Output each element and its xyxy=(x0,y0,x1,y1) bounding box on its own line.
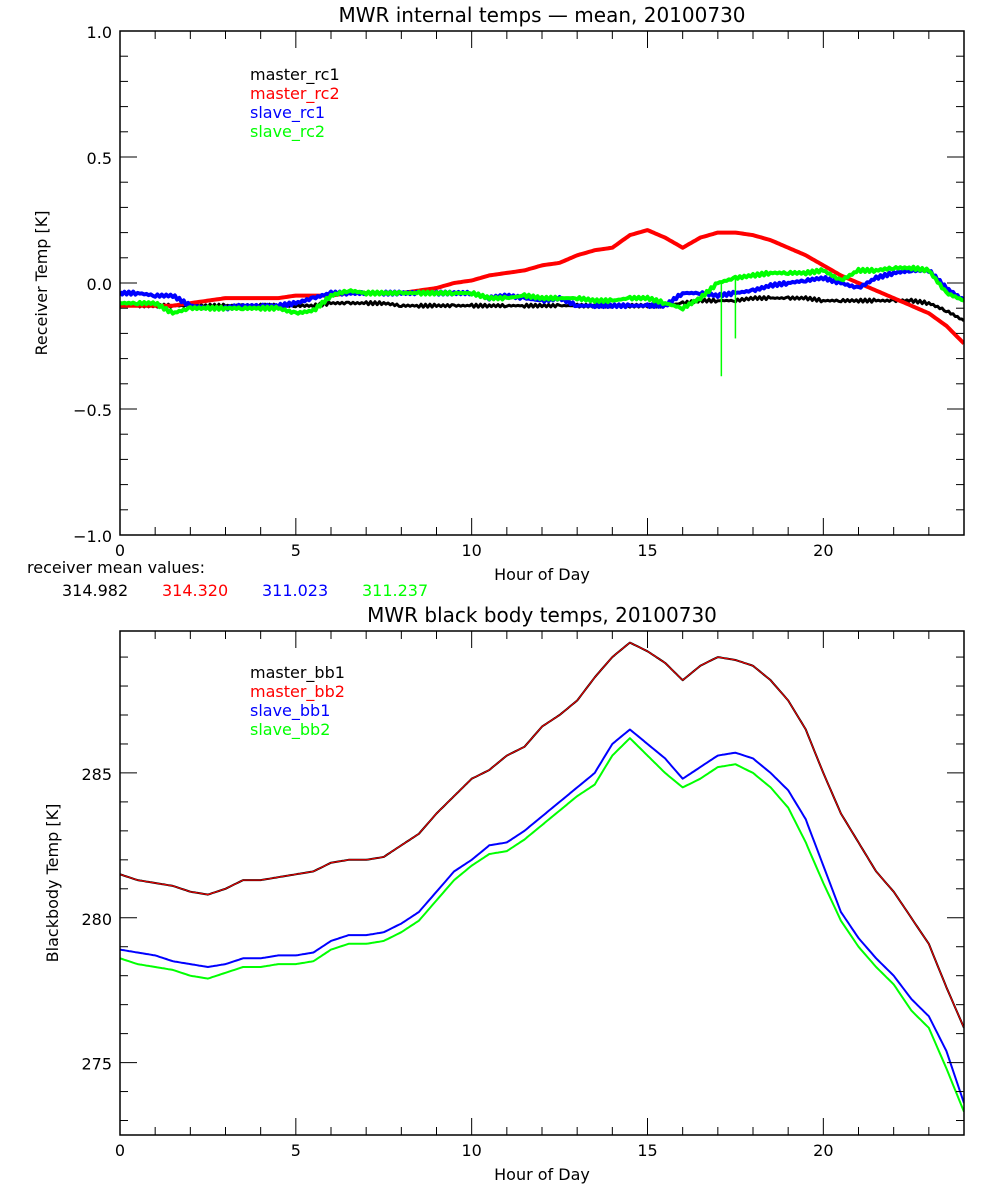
receiver-mean-label: receiver mean values: xyxy=(27,558,205,577)
bottom-legend: master_bb1 master_bb2 slave_bb1 slave_bb… xyxy=(250,663,345,740)
receiver-temps-panel: MWR internal temps — mean, 20100730 mast… xyxy=(27,3,965,600)
top-y-tick-label: −1.0 xyxy=(73,527,112,546)
top-series-line-master-rc2 xyxy=(120,228,964,345)
blackbody-temps-panel: MWR black body temps, 20100730 master_bb… xyxy=(43,603,965,1184)
top-y-axis-label: Receiver Temp [K] xyxy=(32,210,51,355)
top-series-group xyxy=(120,228,964,377)
bottom-x-tick-label: 15 xyxy=(637,1141,657,1160)
legend-entry-master-bb2: master_bb2 xyxy=(250,682,345,702)
bottom-x-axis-label: Hour of Day xyxy=(494,1165,590,1184)
top-x-tick-label: 15 xyxy=(637,541,657,560)
top-y-tick-label: 1.0 xyxy=(87,23,112,42)
top-x-tick-label: 20 xyxy=(813,541,833,560)
legend-entry-master-rc2: master_rc2 xyxy=(250,84,340,104)
legend-entry-slave-bb2: slave_bb2 xyxy=(250,720,330,740)
bottom-axes: 0 5 10 15 20 275 280 285 xyxy=(81,630,965,1160)
bottom-y-tick-label: 275 xyxy=(81,1055,112,1074)
top-x-axis-label: Hour of Day xyxy=(494,565,590,584)
bottom-series-line-slave-bb2 xyxy=(120,737,964,1113)
bottom-chart-title: MWR black body temps, 20100730 xyxy=(367,603,717,627)
receiver-mean-value-slave-rc2: 311.237 xyxy=(362,581,428,600)
top-x-tick-label: 0 xyxy=(115,541,125,560)
bottom-x-tick-label: 0 xyxy=(115,1141,125,1160)
receiver-mean-value-master-rc2: 314.320 xyxy=(162,581,228,600)
bottom-series-group xyxy=(120,641,964,1113)
legend-entry-master-rc1: master_rc1 xyxy=(250,65,340,85)
top-axes: 0 5 10 15 20 −1.0 −0.5 0.0 0.5 1.0 xyxy=(73,23,965,560)
top-legend: master_rc1 master_rc2 slave_rc1 slave_rc… xyxy=(250,65,340,142)
bottom-y-axis-label: Blackbody Temp [K] xyxy=(43,804,62,963)
bottom-x-tick-label: 10 xyxy=(461,1141,481,1160)
bottom-x-tick-label: 20 xyxy=(813,1141,833,1160)
receiver-mean-value-master-rc1: 314.982 xyxy=(62,581,128,600)
bottom-y-tick-label: 285 xyxy=(81,765,112,784)
top-y-tick-label: 0.0 xyxy=(87,275,112,294)
top-y-tick-label: −0.5 xyxy=(73,401,112,420)
top-x-tick-label: 10 xyxy=(461,541,481,560)
legend-entry-slave-rc1: slave_rc1 xyxy=(250,103,325,123)
legend-entry-slave-bb1: slave_bb1 xyxy=(250,701,330,721)
top-x-tick-label: 5 xyxy=(291,541,301,560)
top-y-tick-label: 0.5 xyxy=(87,149,112,168)
bottom-series-line-slave-bb1 xyxy=(120,728,964,1104)
bottom-plot-frame xyxy=(119,630,965,1136)
bottom-y-tick-label: 280 xyxy=(81,910,112,929)
bottom-x-tick-label: 5 xyxy=(291,1141,301,1160)
legend-entry-master-bb1: master_bb1 xyxy=(250,663,345,683)
top-series-line-slave-rc2 xyxy=(120,264,964,316)
legend-entry-slave-rc2: slave_rc2 xyxy=(250,122,325,142)
top-chart-title: MWR internal temps — mean, 20100730 xyxy=(338,3,745,27)
bottom-series-line-master-bb1 xyxy=(120,641,964,1029)
receiver-mean-values: 314.982 314.320 311.023 311.237 xyxy=(62,581,428,600)
bottom-series-line-master-bb2 xyxy=(120,642,964,1029)
receiver-mean-value-slave-rc1: 311.023 xyxy=(262,581,328,600)
